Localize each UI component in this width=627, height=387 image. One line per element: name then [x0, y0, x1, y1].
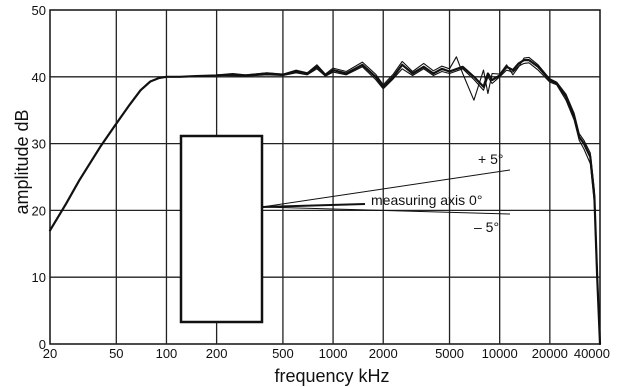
- y-tick-labels: 0 10 20 30 40 50: [32, 3, 46, 352]
- plot-frame: [49, 9, 601, 345]
- speaker-box: [179, 134, 264, 324]
- x-tick-label: 1000: [319, 346, 348, 361]
- x-axis-label: frequency kHz: [274, 366, 389, 386]
- x-tick-label: 50: [109, 346, 123, 361]
- y-tick-label: 10: [32, 270, 46, 285]
- vertical-gridlines: [115, 10, 551, 344]
- x-tick-label: 20: [43, 346, 57, 361]
- y-axis-label: amplitude dB: [12, 109, 32, 214]
- x-tick-labels: 20 50 100 200 500 1000 2000 5000 10000 20000 40000: [43, 346, 610, 361]
- x-tick-label: 20000: [532, 346, 568, 361]
- x-tick-label: 200: [206, 346, 228, 361]
- annotation-minus-5: – 5°: [474, 219, 499, 235]
- annotation-measuring-axis: measuring axis 0°: [371, 192, 482, 208]
- axis-plus-5-line: [261, 169, 511, 208]
- x-tick-label: 2000: [369, 346, 398, 361]
- horizontal-gridlines: [50, 76, 600, 278]
- y-tick-label: 0: [39, 337, 46, 352]
- y-tick-label: 50: [32, 3, 46, 18]
- x-tick-label: 500: [272, 346, 294, 361]
- y-tick-label: 40: [32, 70, 46, 85]
- series-layer: [48, 56, 602, 346]
- axis-minus-5-line: [261, 206, 511, 215]
- x-tick-label: 10000: [482, 346, 518, 361]
- x-tick-label: 5000: [435, 346, 464, 361]
- x-tick-label: 100: [156, 346, 178, 361]
- series-line-0: [48, 58, 602, 346]
- x-tick-label: 40000: [574, 346, 610, 361]
- axis-0-line: [261, 203, 366, 208]
- y-tick-label: 30: [32, 137, 46, 152]
- series-line-1: [216, 62, 601, 345]
- annotation-plus-5: + 5°: [478, 151, 503, 167]
- y-tick-label: 20: [32, 203, 46, 218]
- series-line-2: [216, 56, 601, 345]
